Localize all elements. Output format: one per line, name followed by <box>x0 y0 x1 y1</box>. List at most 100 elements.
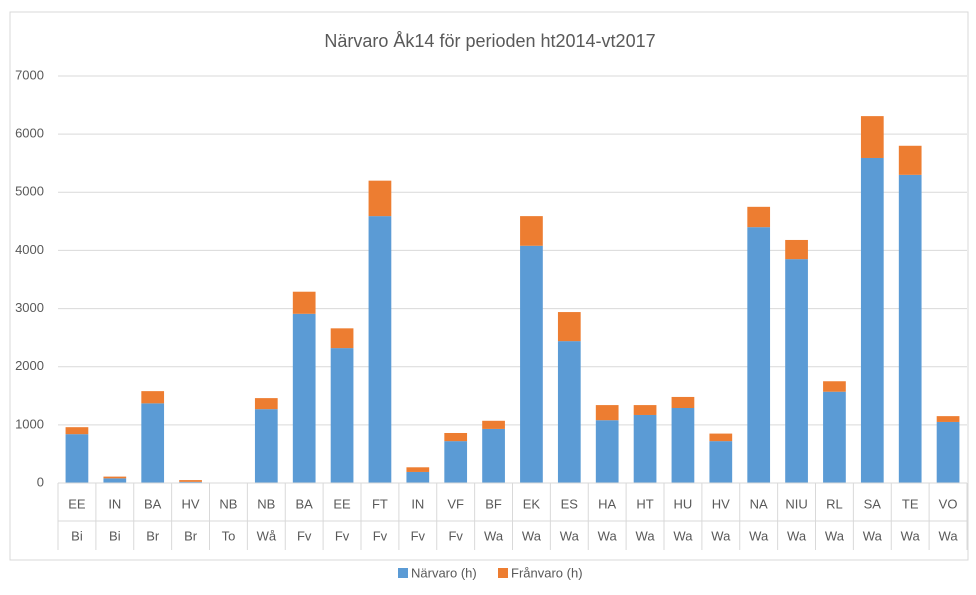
chart-frame <box>9 11 969 561</box>
x-tick-label: EK <box>523 496 541 511</box>
bar-segment <box>482 428 505 483</box>
bar-segment <box>709 441 733 483</box>
x-group-label: Fv <box>373 528 388 543</box>
x-tick-label: HU <box>674 496 693 511</box>
x-group-label: Br <box>184 528 198 543</box>
bar-segment <box>368 180 392 217</box>
y-tick-label: 2000 <box>15 358 44 373</box>
y-tick-label: 1000 <box>15 416 44 431</box>
bar-segment <box>860 116 884 158</box>
bar-segment <box>557 341 581 483</box>
x-group-label: To <box>222 528 236 543</box>
bar-segment <box>898 145 922 175</box>
x-tick-label: BF <box>485 496 502 511</box>
x-group-label: Wa <box>711 528 731 543</box>
x-tick-label: VF <box>447 496 464 511</box>
x-tick-label: BA <box>144 496 162 511</box>
bar-segment <box>254 409 278 483</box>
bar-segment <box>444 432 468 442</box>
bar-segment <box>785 259 808 483</box>
bar-segment <box>520 216 543 246</box>
bar-segment <box>595 405 619 421</box>
x-tick-label: NA <box>750 496 768 511</box>
y-tick-label: 4000 <box>15 242 44 257</box>
bar-segment <box>330 328 354 349</box>
x-tick-label: RL <box>826 496 843 511</box>
x-group-label: Fv <box>297 528 312 543</box>
x-tick-label: SA <box>864 496 882 511</box>
x-tick-label: IN <box>411 496 424 511</box>
bar-segment <box>406 467 430 472</box>
x-group-label: Fv <box>411 528 426 543</box>
bar-segment <box>747 227 771 483</box>
legend-swatch <box>498 568 508 578</box>
y-tick-label: 7000 <box>15 67 44 82</box>
x-tick-label: HV <box>712 496 730 511</box>
bar-segment <box>141 403 165 483</box>
x-group-label: Wa <box>522 528 542 543</box>
x-tick-label: EE <box>333 496 351 511</box>
chart-title: Närvaro Åk14 för perioden ht2014-vt2017 <box>324 31 655 51</box>
x-group-label: Bi <box>71 528 83 543</box>
bar-segment <box>671 396 695 408</box>
x-tick-label: FT <box>372 496 388 511</box>
y-tick-label: 6000 <box>15 126 44 141</box>
bar-segment <box>406 471 430 483</box>
x-group-label: Wa <box>901 528 921 543</box>
y-tick-label: 5000 <box>15 184 44 199</box>
x-tick-label: NB <box>219 496 237 511</box>
bar-segment <box>595 420 619 483</box>
x-group-label: Wa <box>636 528 656 543</box>
bar-segment <box>633 405 657 415</box>
bar-segment <box>292 291 316 314</box>
bar-segment <box>65 427 89 435</box>
x-tick-label: NB <box>257 496 275 511</box>
x-tick-label: TE <box>902 496 919 511</box>
bar-segment <box>898 174 922 484</box>
bar-segment <box>141 391 165 404</box>
x-tick-label: HA <box>598 496 616 511</box>
x-group-label: Wa <box>863 528 883 543</box>
x-tick-label: EE <box>68 496 86 511</box>
x-tick-label: IN <box>108 496 121 511</box>
bar-segment <box>292 313 316 483</box>
y-tick-label: 3000 <box>15 300 44 315</box>
bar-segment <box>747 206 771 228</box>
x-group-label: Wa <box>825 528 845 543</box>
bar-segment <box>557 312 581 342</box>
x-tick-label: BA <box>296 496 314 511</box>
x-group-label: Bi <box>109 528 121 543</box>
x-group-label: Wå <box>257 528 277 543</box>
x-tick-label: VO <box>939 496 958 511</box>
bar-segment <box>860 157 884 483</box>
bar-segment <box>823 381 846 392</box>
legend-swatch <box>398 568 408 578</box>
bar-segment <box>936 421 960 483</box>
bar-segment <box>103 478 127 483</box>
x-tick-label: ES <box>561 496 579 511</box>
x-group-label: Wa <box>484 528 504 543</box>
x-group-label: Fv <box>448 528 463 543</box>
x-group-label: Wa <box>560 528 580 543</box>
bar-segment <box>444 441 468 483</box>
bar-segment <box>671 407 695 483</box>
bar-segment <box>179 481 202 483</box>
legend-label: Närvaro (h) <box>411 565 477 580</box>
x-group-label: Wa <box>673 528 693 543</box>
bar-segment <box>823 391 846 483</box>
x-tick-label: NIU <box>785 496 807 511</box>
bar-segment <box>709 433 733 442</box>
bar-segment <box>936 416 960 422</box>
x-tick-label: HV <box>182 496 200 511</box>
bar-segment <box>254 398 278 410</box>
y-tick-label: 0 <box>37 474 44 489</box>
bar-segment <box>65 434 89 483</box>
x-group-label: Wa <box>939 528 959 543</box>
bar-segment <box>330 348 354 483</box>
bar-segment <box>785 239 808 260</box>
bar-segment <box>179 480 202 482</box>
x-group-label: Br <box>146 528 160 543</box>
x-tick-label: HT <box>636 496 653 511</box>
x-group-label: Wa <box>749 528 769 543</box>
